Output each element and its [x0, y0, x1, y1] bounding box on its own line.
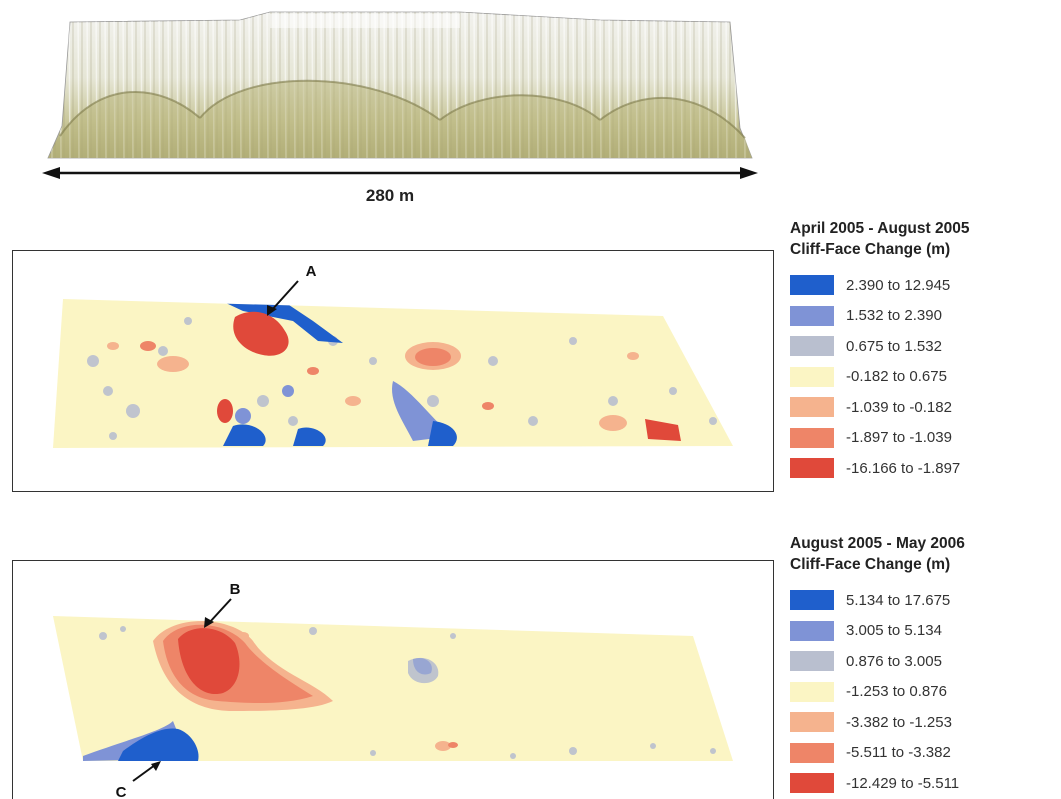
legend-swatch — [790, 366, 834, 387]
legend-swatch — [790, 712, 834, 733]
legend-item: -1.897 to -1.039 — [790, 423, 1058, 454]
scale-bar-arrow — [42, 167, 758, 179]
legend-item: 0.876 to 3.005 — [790, 646, 1058, 677]
legend-title-quantity: Cliff-Face Change (m) — [790, 241, 951, 258]
legend-swatch — [790, 620, 834, 641]
legend-swatch — [790, 742, 834, 763]
legend-range: 5.134 to 17.675 — [846, 591, 951, 609]
legend-swatch — [790, 336, 834, 357]
legend-range: -1.039 to -0.182 — [846, 398, 952, 416]
legend-range: -3.382 to -1.253 — [846, 713, 952, 731]
legend-item: -0.182 to 0.675 — [790, 362, 1058, 393]
legend-swatch — [790, 681, 834, 702]
legend-range: 1.532 to 2.390 — [846, 307, 942, 325]
legend-range: 0.876 to 3.005 — [846, 652, 942, 670]
legend-swatch — [790, 305, 834, 326]
legend-swatch — [790, 397, 834, 418]
legend-range: -16.166 to -1.897 — [846, 459, 961, 477]
annotation-label-a: A — [306, 263, 317, 280]
legend-swatch — [790, 651, 834, 672]
annotation-arrow-a — [270, 280, 299, 312]
annotation-label-c: C — [116, 784, 127, 799]
legend-range: -5.511 to -3.382 — [846, 744, 951, 762]
legend-range: -1.253 to 0.876 — [846, 683, 947, 701]
legend-swatch — [790, 427, 834, 448]
legend-2006: August 2005 - May 2006 Cliff-Face Change… — [790, 533, 1058, 799]
legend-item: -12.429 to -5.511 — [790, 768, 1058, 799]
legend-2005: April 2005 - August 2005 Cliff-Face Chan… — [790, 218, 1058, 484]
legend-item: 2.390 to 12.945 — [790, 270, 1058, 301]
legend-item: 3.005 to 5.134 — [790, 616, 1058, 647]
legend-range: 3.005 to 5.134 — [846, 622, 942, 640]
legend-range: 2.390 to 12.945 — [846, 276, 951, 294]
legend-item: 0.675 to 1.532 — [790, 331, 1058, 362]
annotation-arrow-c — [132, 764, 156, 782]
legend-item: -16.166 to -1.897 — [790, 453, 1058, 484]
legend-swatch — [790, 458, 834, 479]
legend-swatch — [790, 773, 834, 794]
cliff-face-area — [53, 299, 733, 448]
legend-swatch — [790, 275, 834, 296]
cliff-3d-render — [47, 11, 753, 159]
change-map-2006: B C — [12, 560, 774, 799]
legend-items: 5.134 to 17.675 3.005 to 5.134 0.876 to … — [790, 585, 1058, 799]
scale-bar-label: 280 m — [365, 186, 415, 205]
legend-items: 2.390 to 12.945 1.532 to 2.390 0.675 to … — [790, 270, 1058, 484]
legend-item: -3.382 to -1.253 — [790, 707, 1058, 738]
legend-item: -5.511 to -3.382 — [790, 738, 1058, 769]
legend-range: -1.897 to -1.039 — [846, 429, 952, 447]
annotation-arrow-b — [208, 598, 232, 624]
annotation-label-b: B — [230, 581, 241, 598]
legend-item: -1.253 to 0.876 — [790, 677, 1058, 708]
legend-range: -12.429 to -5.511 — [846, 774, 960, 792]
legend-title-period: April 2005 - August 2005 — [790, 220, 970, 237]
legend-title-quantity: Cliff-Face Change (m) — [790, 556, 951, 573]
legend-item: 1.532 to 2.390 — [790, 301, 1058, 332]
legend-range: -0.182 to 0.675 — [846, 368, 947, 386]
legend-swatch — [790, 590, 834, 611]
legend-item: -1.039 to -0.182 — [790, 392, 1058, 423]
legend-item: 5.134 to 17.675 — [790, 585, 1058, 616]
legend-title-period: August 2005 - May 2006 — [790, 535, 965, 552]
change-map-2005: A — [12, 250, 774, 492]
legend-range: 0.675 to 1.532 — [846, 337, 942, 355]
